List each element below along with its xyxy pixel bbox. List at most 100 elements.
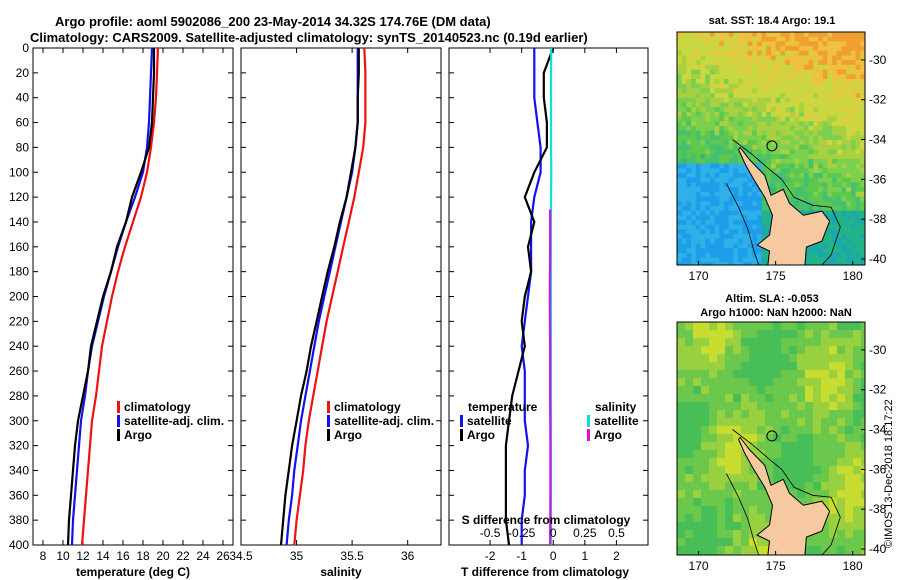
map-cell: [785, 83, 791, 89]
map-cell: [803, 74, 810, 80]
map-cell: [677, 474, 686, 483]
map-cell: [709, 116, 716, 122]
map-cell: [761, 88, 767, 94]
map-cell: [725, 522, 734, 531]
map-cell: [701, 402, 710, 411]
map-cell: [752, 60, 758, 66]
map-cell: [789, 346, 798, 355]
map-cell: [765, 402, 774, 411]
map-cell: [705, 55, 711, 61]
map-cell: [799, 163, 805, 169]
map-cell: [681, 116, 687, 122]
map-cell: [780, 50, 786, 56]
map-cell: [719, 111, 725, 118]
map-cell: [709, 41, 716, 47]
map-cell: [771, 74, 777, 80]
map-cell: [681, 182, 687, 188]
map-cell: [681, 191, 687, 197]
map-cell: [705, 177, 711, 183]
map-cell: [813, 140, 819, 146]
map-cell: [701, 362, 710, 371]
map-cell: [836, 234, 842, 240]
bathymetry-contour: [725, 183, 760, 265]
map-cell: [733, 111, 739, 118]
map-cell: [733, 210, 739, 216]
map-cell: [813, 32, 819, 38]
map-cell: [822, 158, 828, 165]
map-cell: [836, 196, 842, 202]
map-cell: [832, 55, 838, 61]
x-tick-label: -1: [516, 549, 527, 563]
map-cell: [799, 158, 805, 165]
map-cell: [691, 163, 697, 169]
map-cell: [860, 210, 865, 216]
map-cell: [681, 140, 687, 146]
map-cell: [756, 121, 763, 127]
map-cell: [822, 154, 828, 160]
map-cell: [832, 248, 838, 254]
map-cell: [733, 257, 739, 263]
map-cell: [719, 248, 725, 254]
map-cell: [822, 102, 828, 108]
map-cell: [861, 410, 865, 419]
map-cell: [832, 107, 838, 113]
map-cell: [705, 173, 711, 179]
map-cell: [832, 168, 838, 174]
map-cell: [728, 126, 734, 132]
map-cell: [701, 370, 710, 379]
map-cell: [861, 482, 865, 491]
map-cell: [855, 107, 861, 113]
map-cell: [808, 154, 814, 160]
map-cell: [821, 354, 830, 363]
map-cell: [714, 154, 720, 160]
map-cell: [794, 60, 800, 66]
map-cell: [728, 93, 734, 99]
map-cell: [789, 196, 795, 202]
map-cell: [846, 262, 852, 265]
map-cell: [808, 257, 814, 263]
map-cell: [681, 79, 687, 85]
map-cell: [681, 187, 687, 193]
map-cell: [742, 126, 748, 132]
map-cell: [855, 74, 861, 80]
map-cell: [855, 252, 861, 259]
map-cell: [725, 410, 734, 419]
map-cell: [724, 50, 730, 56]
map-cell: [813, 546, 822, 555]
map-cell: [789, 140, 795, 146]
map-cell: [709, 506, 718, 515]
map-cell: [771, 64, 777, 71]
map-cell: [700, 69, 706, 75]
map-cell: [789, 386, 798, 395]
map-cell: [695, 252, 701, 259]
map-cell: [773, 362, 782, 371]
map-field: [677, 32, 865, 265]
map-cell: [719, 191, 725, 197]
map-cell: [733, 522, 742, 531]
map-cell: [691, 229, 697, 235]
map-cell: [733, 163, 739, 169]
map-cell: [724, 182, 730, 188]
map-cell: [860, 74, 865, 80]
map-cell: [785, 126, 791, 132]
map-cell: [705, 46, 711, 52]
map-cell: [829, 354, 838, 363]
map-cell: [724, 187, 730, 193]
plot-frame: [32, 47, 234, 546]
map-cell: [756, 116, 763, 122]
map-cell: [837, 442, 846, 451]
map-cell: [714, 191, 720, 197]
map-cell: [841, 154, 847, 160]
map-cell: [747, 36, 753, 42]
map-cell: [860, 116, 865, 122]
map-cell: [860, 83, 865, 89]
map-cell: [808, 163, 814, 169]
map-cell: [691, 74, 697, 80]
map-cell: [749, 474, 758, 483]
map-cell: [805, 322, 814, 331]
map-cell: [860, 168, 865, 174]
map-cell: [797, 426, 806, 435]
map-cell: [775, 168, 781, 174]
map-cell: [813, 149, 819, 155]
map-cell: [719, 173, 725, 179]
